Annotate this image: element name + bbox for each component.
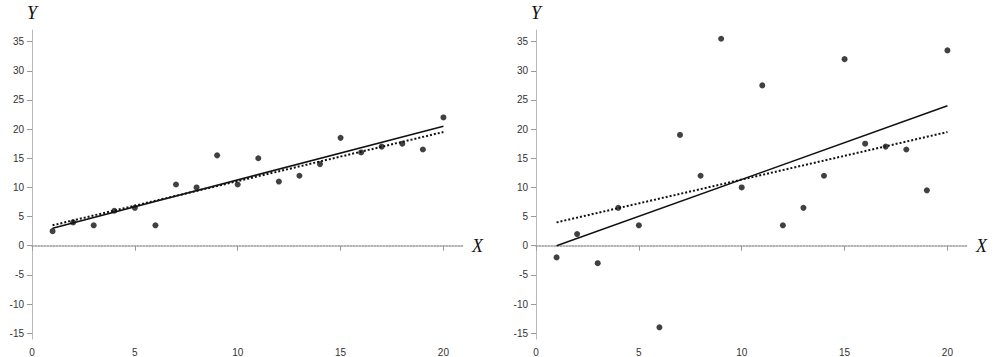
svg-text:-5: -5 — [519, 269, 528, 280]
svg-text:5: 5 — [636, 347, 642, 357]
svg-text:5: 5 — [522, 211, 528, 222]
svg-text:10: 10 — [232, 347, 244, 357]
svg-text:Y: Y — [27, 3, 39, 23]
svg-text:15: 15 — [13, 153, 25, 164]
svg-text:-15: -15 — [10, 328, 25, 339]
svg-text:X: X — [975, 236, 988, 256]
svg-text:0: 0 — [522, 240, 528, 251]
svg-text:30: 30 — [13, 65, 25, 76]
svg-text:-10: -10 — [514, 299, 529, 310]
svg-text:10: 10 — [13, 182, 25, 193]
svg-text:25: 25 — [517, 94, 529, 105]
svg-text:15: 15 — [517, 153, 529, 164]
svg-text:5: 5 — [132, 347, 138, 357]
svg-text:0: 0 — [18, 240, 24, 251]
svg-text:20: 20 — [517, 124, 529, 135]
svg-text:X: X — [471, 236, 484, 256]
svg-text:35: 35 — [13, 36, 25, 47]
svg-text:20: 20 — [942, 347, 954, 357]
svg-text:10: 10 — [736, 347, 748, 357]
svg-text:20: 20 — [13, 124, 25, 135]
svg-text:15: 15 — [335, 347, 347, 357]
svg-text:-10: -10 — [10, 299, 25, 310]
svg-text:Y: Y — [531, 3, 543, 23]
svg-text:-15: -15 — [514, 328, 529, 339]
svg-text:10: 10 — [517, 182, 529, 193]
svg-text:20: 20 — [438, 347, 450, 357]
svg-text:0: 0 — [29, 347, 35, 357]
svg-text:30: 30 — [517, 65, 529, 76]
svg-text:15: 15 — [839, 347, 851, 357]
svg-text:25: 25 — [13, 94, 25, 105]
svg-text:-5: -5 — [15, 269, 24, 280]
svg-text:0: 0 — [533, 347, 539, 357]
svg-text:5: 5 — [18, 211, 24, 222]
svg-text:35: 35 — [517, 36, 529, 47]
